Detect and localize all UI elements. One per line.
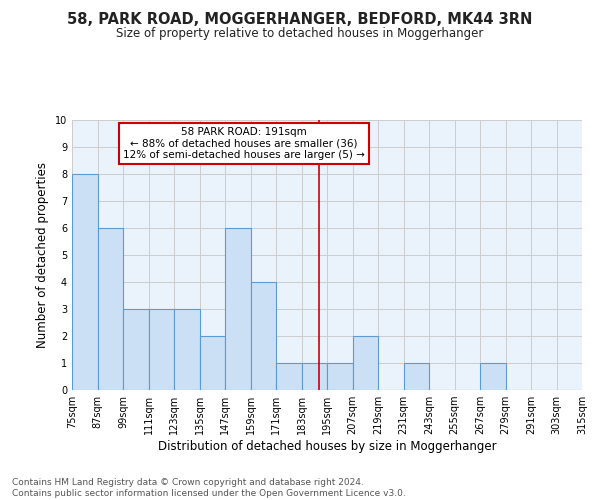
Y-axis label: Number of detached properties: Number of detached properties <box>37 162 49 348</box>
Bar <box>480 363 505 390</box>
Bar <box>149 309 174 390</box>
Bar <box>199 336 225 390</box>
Bar <box>123 309 149 390</box>
Bar <box>276 363 302 390</box>
Bar <box>174 309 199 390</box>
Bar <box>327 363 353 390</box>
Bar <box>97 228 123 390</box>
Bar <box>72 174 97 390</box>
Text: Contains HM Land Registry data © Crown copyright and database right 2024.
Contai: Contains HM Land Registry data © Crown c… <box>12 478 406 498</box>
Bar <box>225 228 251 390</box>
Bar <box>404 363 429 390</box>
Bar <box>353 336 378 390</box>
Text: 58, PARK ROAD, MOGGERHANGER, BEDFORD, MK44 3RN: 58, PARK ROAD, MOGGERHANGER, BEDFORD, MK… <box>67 12 533 28</box>
Bar <box>251 282 276 390</box>
Text: 58 PARK ROAD: 191sqm
← 88% of detached houses are smaller (36)
12% of semi-detac: 58 PARK ROAD: 191sqm ← 88% of detached h… <box>123 126 365 160</box>
X-axis label: Distribution of detached houses by size in Moggerhanger: Distribution of detached houses by size … <box>158 440 496 453</box>
Bar <box>302 363 327 390</box>
Text: Size of property relative to detached houses in Moggerhanger: Size of property relative to detached ho… <box>116 28 484 40</box>
